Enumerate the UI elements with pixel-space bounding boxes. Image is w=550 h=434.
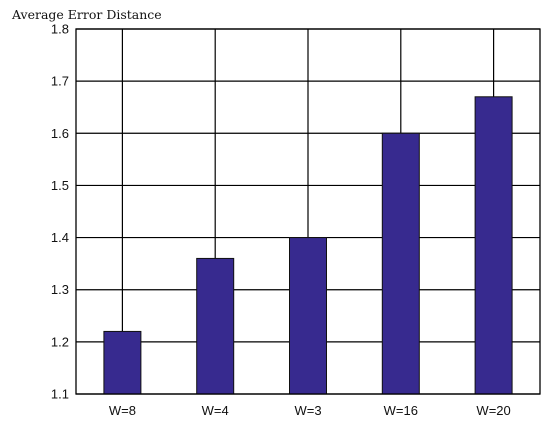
y-tick-labels: 1.1 1.2 1.3 1.4 1.5 1.6 1.7 1.8: [51, 22, 69, 402]
y-tick-label: 1.6: [51, 126, 69, 141]
x-tick-labels: W=8 W=4 W=3 W=16 W=20: [109, 403, 511, 418]
x-tick-label: W=8: [109, 403, 136, 418]
y-tick-label: 1.3: [51, 282, 69, 297]
y-tick-label: 1.8: [51, 22, 69, 37]
bar-w4: [196, 257, 235, 395]
y-tick-label: 1.1: [51, 387, 69, 402]
y-tick-label: 1.2: [51, 334, 69, 349]
x-tick-label: W=4: [202, 403, 229, 418]
plot-frame: [75, 28, 541, 395]
y-tick-label: 1.4: [51, 230, 69, 245]
x-tick-label: W=3: [294, 403, 321, 418]
y-tick-label: 1.7: [51, 74, 69, 89]
bar-w8: [103, 330, 142, 395]
bars-layer: [103, 96, 513, 395]
axis-layer: [75, 28, 541, 395]
x-tick-label: W=20: [476, 403, 510, 418]
y-axis-label: Average Error Distance: [11, 7, 162, 22]
bar-w16: [381, 132, 420, 395]
bar-w3: [289, 237, 327, 395]
bar-w20: [474, 96, 513, 395]
y-tick-label: 1.5: [51, 178, 69, 193]
x-tick-label: W=16: [384, 403, 418, 418]
